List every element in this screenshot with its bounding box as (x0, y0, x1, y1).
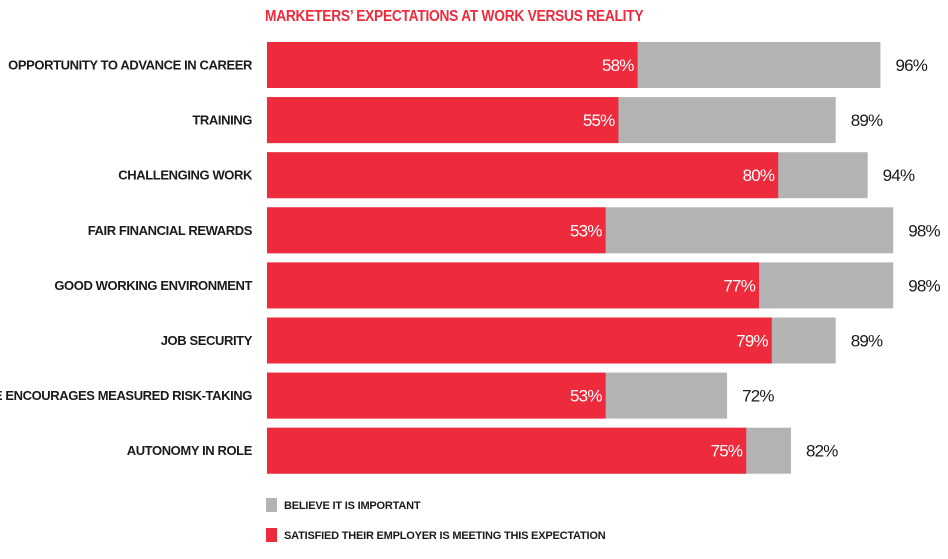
category-label: GOOD WORKING ENVIRONMENT (54, 278, 252, 293)
bar-satisfied (267, 207, 606, 254)
important-value-label: 72% (742, 387, 774, 406)
satisfied-value-label: 53% (570, 221, 602, 240)
legend-item: SATISFIED THEIR EMPLOYER IS MEETING THIS… (266, 528, 606, 542)
legend: BELIEVE IT IS IMPORTANT SATISFIED THEIR E… (266, 498, 606, 542)
bar-row: CHALLENGING WORK 80% 94% (118, 152, 916, 199)
category-label: OPPORTUNITY TO ADVANCE IN CAREER (8, 58, 253, 73)
legend-swatch (266, 528, 277, 542)
important-value-label: 94% (883, 166, 915, 185)
legend-label: SATISFIED THEIR EMPLOYER IS MEETING THIS… (284, 530, 606, 542)
important-value-label: 98% (908, 221, 940, 240)
bar-row: AUTONOMY IN ROLE 75% 82% (127, 427, 839, 474)
bar-row: JOB SECURITY 79% 89% (161, 317, 884, 364)
bar-row: GOOD WORKING ENVIRONMENT 77% 98% (54, 262, 941, 309)
bar-row: TRAINING 55% 89% (192, 97, 884, 144)
satisfied-value-label: 58% (602, 56, 634, 75)
satisfied-value-label: 55% (583, 111, 615, 130)
important-value-label: 89% (851, 111, 883, 130)
satisfied-value-label: 80% (743, 166, 775, 185)
satisfied-value-label: 53% (570, 387, 602, 406)
important-value-label: 82% (806, 442, 838, 461)
bar-satisfied (267, 317, 772, 364)
important-value-label: 89% (851, 332, 883, 351)
legend-swatch (266, 498, 277, 512)
category-label: CULTURE ENCOURAGES MEASURED RISK-TAKING (0, 388, 252, 403)
important-value-label: 98% (908, 276, 940, 295)
category-label: FAIR FINANCIAL REWARDS (88, 223, 253, 238)
bar-satisfied (267, 42, 638, 88)
chart-title: MARKETERS’ EXPECTATIONS AT WORK VERSUS R… (265, 8, 644, 25)
bar-satisfied (267, 372, 606, 419)
bar-satisfied (267, 262, 760, 309)
legend-label: BELIEVE IT IS IMPORTANT (284, 500, 421, 512)
bar-row: CULTURE ENCOURAGES MEASURED RISK-TAKING 5… (0, 372, 775, 419)
bar-row: FAIR FINANCIAL REWARDS 53% 98% (88, 207, 941, 254)
satisfied-value-label: 79% (736, 332, 768, 351)
bar-satisfied (267, 427, 747, 474)
bar-satisfied (267, 97, 619, 144)
satisfied-value-label: 77% (723, 276, 755, 295)
bar-satisfied (267, 152, 779, 199)
bar-row: OPPORTUNITY TO ADVANCE IN CAREER 58% 96% (8, 42, 929, 88)
category-label: AUTONOMY IN ROLE (127, 443, 253, 458)
legend-item: BELIEVE IT IS IMPORTANT (266, 498, 421, 512)
category-label: TRAINING (192, 113, 252, 128)
important-value-label: 96% (895, 56, 927, 75)
bars-layer: OPPORTUNITY TO ADVANCE IN CAREER 58% 96% TR… (0, 42, 941, 474)
category-label: JOB SECURITY (161, 333, 253, 348)
satisfied-value-label: 75% (711, 442, 743, 461)
category-label: CHALLENGING WORK (118, 168, 253, 183)
